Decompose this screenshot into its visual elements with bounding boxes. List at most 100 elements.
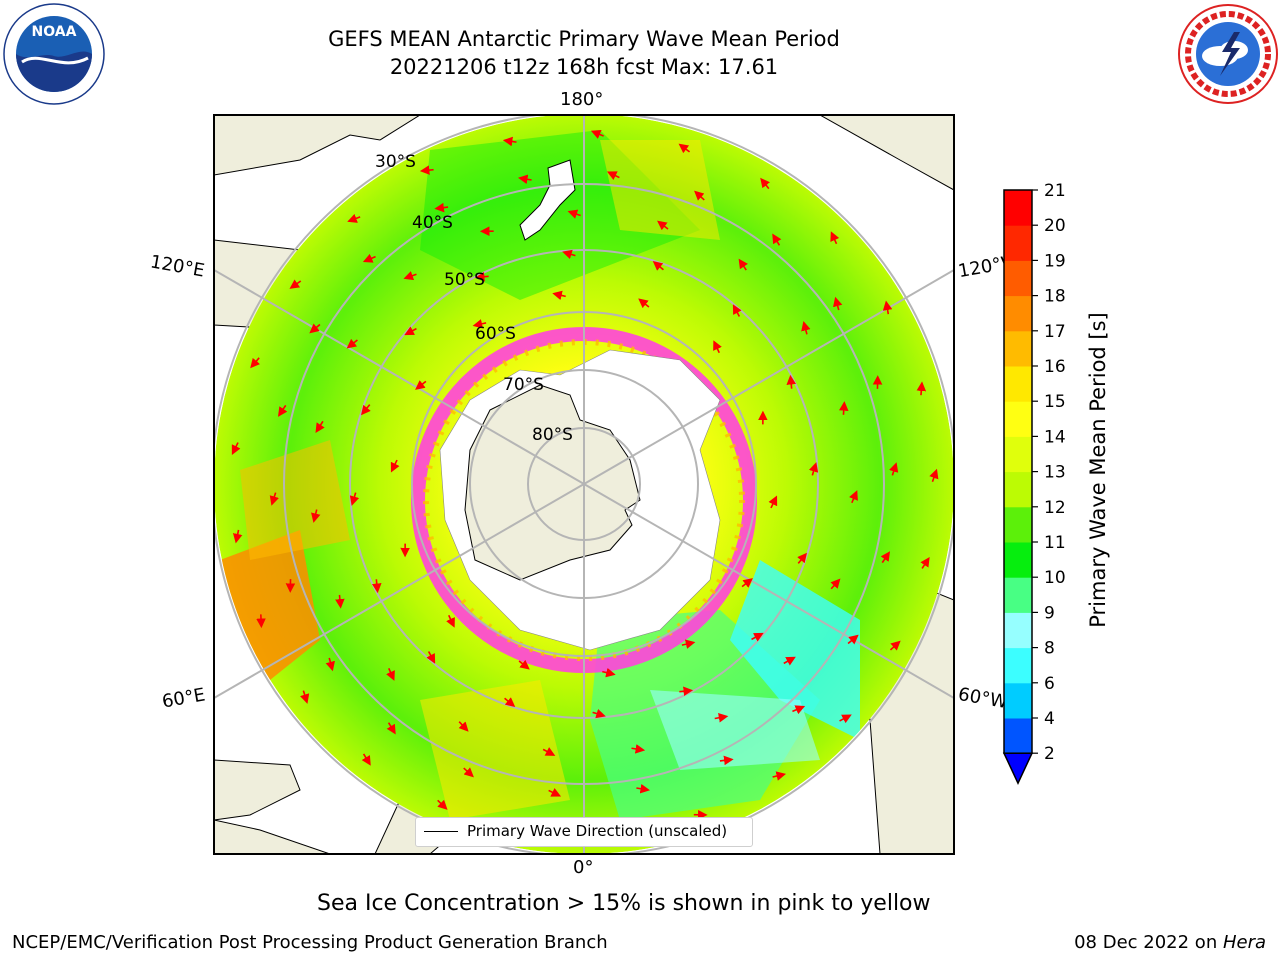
wave-direction-arrow: [311, 509, 321, 523]
wave-direction-arrow: [504, 697, 516, 707]
land-north-west: [214, 115, 421, 176]
footer-date-text: 08 Dec 2022 on: [1074, 932, 1223, 953]
wave-direction-arrow: [929, 468, 939, 483]
wave-direction-arrow: [797, 552, 807, 564]
wave-direction-arrow: [772, 233, 782, 246]
wave-direction-arrow: [847, 634, 859, 645]
wave-direction-arrow: [719, 755, 734, 766]
wave-direction-arrow: [474, 271, 489, 282]
colorbar-tick-label: 17: [1044, 322, 1066, 342]
colorbar-segment: [1004, 260, 1032, 297]
colorbar-title: Primary Wave Mean Period [s]: [1086, 312, 1110, 628]
colorbar-tick-label: 15: [1044, 392, 1066, 412]
map-title: GEFS MEAN Antarctic Primary Wave Mean Pe…: [328, 27, 840, 51]
footer-credit: NCEP/EMC/Verification Post Processing Pr…: [12, 932, 608, 953]
colorbar: 2 4 6 8 9 10 11 12 13 14 15 16 17 18 19 20 21: [1002, 181, 1066, 785]
colorbar-segment: [1004, 542, 1032, 578]
wave-direction-arrow: [839, 714, 852, 724]
wave-direction-arrow: [335, 594, 345, 609]
wave-direction-arrow: [446, 614, 455, 628]
colorbar-tick-label: 16: [1044, 357, 1066, 377]
wave-direction-arrow: [838, 401, 849, 415]
wave-direction-arrow: [830, 578, 841, 590]
wave-direction-arrow: [833, 296, 843, 311]
lat-label-80s: 80°S: [532, 425, 573, 445]
wave-direction-arrow: [636, 783, 651, 794]
wave-direction-arrow: [415, 380, 427, 390]
wave-direction-arrow: [437, 799, 448, 810]
colorbar-segment: [1004, 577, 1032, 613]
wave-direction-arrow: [772, 771, 787, 781]
wave-direction-arrow: [386, 667, 395, 681]
wave-direction-arrow: [347, 213, 361, 223]
colorbar-segment: [1004, 225, 1032, 261]
wave-direction-arrow: [371, 579, 382, 594]
colorbar-segment: [1004, 718, 1032, 754]
colorbar-tick-label: 4: [1044, 709, 1055, 729]
colorbar-segment: [1004, 506, 1032, 543]
colorbar-tick-label: 13: [1044, 463, 1066, 483]
nws-logo: [1178, 4, 1278, 104]
wave-direction-arrow: [694, 190, 705, 201]
wave-direction-arrow: [458, 721, 469, 732]
colorbar-tick-label: 18: [1044, 287, 1066, 307]
wave-direction-arrow: [502, 136, 517, 147]
wave-direction-arrow: [269, 492, 279, 506]
wave-direction-arrow: [657, 220, 669, 231]
wave-direction-arrow: [277, 404, 288, 417]
wave-direction-arrow: [403, 271, 417, 281]
wave-direction-arrow: [732, 304, 742, 317]
wave-direction-arrow: [768, 495, 778, 509]
wave-direction-arrow: [678, 143, 691, 154]
wave-direction-arrow: [783, 656, 796, 666]
wave-direction-arrow: [681, 639, 696, 649]
colorbar-segment: [1004, 471, 1032, 508]
colorbar-tick-label: 14: [1044, 427, 1066, 447]
wave-direction-arrow: [250, 357, 261, 369]
wave-direction-arrow: [631, 744, 646, 754]
wave-direction-arrow: [361, 404, 371, 416]
wave-direction-arrow: [679, 686, 694, 697]
colorbar-segment: [1004, 190, 1032, 226]
wave-direction-arrow: [602, 667, 616, 678]
wave-direction-arrow: [349, 492, 360, 506]
wave-direction-arrow: [638, 298, 650, 309]
wave-direction-arrow: [567, 209, 581, 219]
land-madagascar: [214, 759, 301, 821]
wave-direction-arrow: [880, 551, 891, 564]
wave-direction-arrow: [346, 338, 358, 349]
wave-direction-arrow: [542, 747, 556, 756]
colorbar-tick-label: 11: [1044, 533, 1066, 553]
wave-direction-arrow: [741, 578, 753, 588]
wave-direction-arrow: [518, 659, 530, 670]
wave-direction-arrow: [289, 279, 302, 289]
wave-direction-arrow: [830, 231, 840, 245]
wave-direction-arrow: [792, 705, 806, 715]
wave-direction-arrow: [300, 690, 310, 704]
footer-host: Hera: [1222, 932, 1266, 953]
wave-direction-arrow: [713, 340, 722, 354]
wave-direction-arrow: [801, 321, 811, 335]
colorbar-segment: [1004, 295, 1032, 332]
wave-direction-arrow: [786, 374, 797, 389]
lat-label-50s: 50°S: [444, 270, 485, 290]
wave-direction-arrow: [325, 657, 335, 672]
map-subtitle: 20221206 t12z 168h fcst Max: 17.61: [389, 55, 779, 79]
wave-direction-arrow: [590, 130, 604, 139]
colorbar-segment: [1004, 330, 1032, 367]
colorbar-segment: [1004, 401, 1032, 437]
colorbar-tick-label: 20: [1044, 216, 1066, 236]
lon-label-0: 0°: [573, 857, 594, 878]
wave-direction-arrow: [309, 323, 321, 334]
noaa-logo-text: NOAA: [32, 24, 77, 40]
colorbar-tick-label: 8: [1044, 639, 1055, 659]
wave-direction-arrow: [889, 640, 901, 651]
wave-direction-arrow: [562, 249, 576, 260]
footer-date: 08 Dec 2022 on Hera: [1074, 932, 1266, 953]
colorbar-segment: [1004, 682, 1032, 719]
wave-direction-arrow: [426, 651, 436, 664]
map-legend: Primary Wave Direction (unscaled): [415, 817, 753, 847]
lat-label-70s: 70°S: [503, 375, 544, 395]
lat-label-30s: 30°S: [375, 152, 416, 172]
wave-direction-arrow: [362, 253, 376, 263]
